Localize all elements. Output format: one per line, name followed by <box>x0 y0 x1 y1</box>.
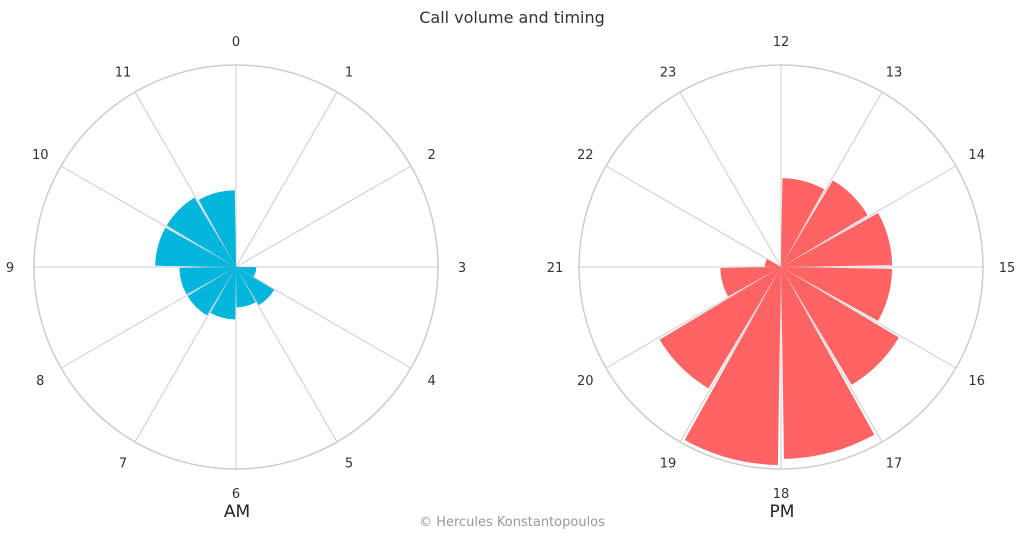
am-spoke-11 <box>134 91 237 268</box>
am-tick-label-4: 4 <box>428 374 436 389</box>
pm-spoke-14 <box>780 165 957 268</box>
pm-bar-15 <box>781 267 893 322</box>
am-spoke-5 <box>235 266 338 443</box>
pm-spoke-19 <box>679 266 782 443</box>
pm-tick-label-13: 13 <box>886 65 903 80</box>
pm-polar-chart: 12 13 14 15 16 17 18 19 20 21 22 23 <box>547 35 1016 502</box>
pm-tick-label-12: 12 <box>773 35 790 50</box>
am-tick-label-11: 11 <box>115 65 132 80</box>
pm-spoke-13 <box>780 91 883 268</box>
am-bar-7 <box>187 267 236 316</box>
pm-bar-18 <box>684 267 781 465</box>
am-tick-label-5: 5 <box>345 457 353 472</box>
am-spoke-7 <box>134 266 237 443</box>
am-bar-11 <box>198 190 236 267</box>
am-spoke-2 <box>235 165 412 268</box>
pm-spoke-20 <box>605 266 782 369</box>
pm-bar-14 <box>781 212 893 267</box>
pm-spoke-17 <box>780 266 883 443</box>
am-bar-10 <box>166 197 236 267</box>
am-tick-label-7: 7 <box>119 457 127 472</box>
pm-tick-label-18: 18 <box>773 487 790 502</box>
am-tick-label-0: 0 <box>232 35 240 50</box>
pm-tick-label-21: 21 <box>547 261 564 276</box>
pm-spoke-16 <box>780 266 957 369</box>
am-bar-4 <box>236 267 275 306</box>
pm-spoke-23 <box>679 91 782 268</box>
am-bar-6 <box>210 267 236 320</box>
pm-tick-label-19: 19 <box>660 457 677 472</box>
credit-text: © Hercules Konstantopoulos <box>419 515 605 530</box>
pm-bar-13 <box>781 180 868 267</box>
am-bar-8 <box>179 267 236 295</box>
am-tick-label-3: 3 <box>458 261 466 276</box>
am-bar-9 <box>155 227 236 267</box>
pm-tick-label-22: 22 <box>577 148 594 163</box>
am-panel-label: AM <box>223 502 251 522</box>
pm-panel-label: PM <box>769 502 795 522</box>
am-bar-5 <box>236 267 256 308</box>
chart-title: Call volume and timing <box>419 8 605 27</box>
pm-bar-16 <box>781 267 899 385</box>
am-tick-label-2: 2 <box>428 148 436 163</box>
pm-tick-label-17: 17 <box>886 457 903 472</box>
pm-bar-21 <box>764 259 781 267</box>
pm-bar-17 <box>781 267 875 459</box>
am-polar-chart: 0 1 2 3 4 5 6 7 8 9 10 11 <box>6 35 466 502</box>
am-tick-label-6: 6 <box>232 487 240 502</box>
am-tick-label-10: 10 <box>32 148 49 163</box>
pm-bar-12 <box>781 178 825 267</box>
pm-tick-label-14: 14 <box>968 148 985 163</box>
am-spoke-1 <box>235 91 338 268</box>
pm-bar-19 <box>659 267 781 389</box>
pm-tick-label-16: 16 <box>968 374 985 389</box>
pm-tick-label-20: 20 <box>577 374 594 389</box>
am-tick-label-8: 8 <box>36 374 44 389</box>
am-spoke-4 <box>235 266 412 369</box>
am-tick-label-1: 1 <box>345 65 353 80</box>
pm-spoke-22 <box>605 165 782 268</box>
pm-bar-20 <box>720 267 781 297</box>
am-tick-label-9: 9 <box>6 261 14 276</box>
am-spoke-8 <box>60 266 237 369</box>
am-spoke-10 <box>60 165 237 268</box>
pm-tick-label-15: 15 <box>999 261 1016 276</box>
pm-tick-label-23: 23 <box>660 65 677 80</box>
am-bar-3 <box>236 267 257 277</box>
